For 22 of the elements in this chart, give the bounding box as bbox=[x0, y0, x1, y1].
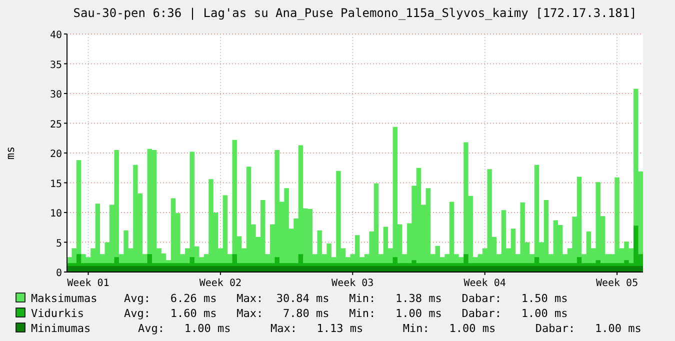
x-tick-label: Week 01 bbox=[67, 278, 110, 289]
y-tick-label: 0 bbox=[56, 268, 62, 279]
y-tick-label: 5 bbox=[56, 238, 62, 250]
y-tick-label: 35 bbox=[50, 60, 62, 71]
text: Avg: 6.26 ms Max: 30.84 ms Min: 1.38 ms Dabar: 1.50 ms bbox=[124, 292, 568, 305]
chart-title: Sau-30-pen 6:36 | Lag'as su Ana_Puse Palemono_115a_Slyvos_kaimy [172.17.3.181] bbox=[73, 6, 637, 20]
y-tick-label: 10 bbox=[50, 208, 62, 220]
x-tick-label: Week 04 bbox=[464, 278, 506, 289]
x-tick-label: Week 03 bbox=[332, 278, 374, 289]
x-tick-label: Week 02 bbox=[199, 278, 242, 289]
legend-label: Vidurkis bbox=[31, 307, 84, 320]
x-tick-label: Week 05 bbox=[596, 278, 638, 289]
y-tick-label: 40 bbox=[50, 30, 62, 41]
y-tick-label: 15 bbox=[50, 178, 62, 190]
y-tick-label: 25 bbox=[50, 119, 62, 130]
y-tick-label: 20 bbox=[50, 149, 62, 160]
legend-label: Maksimumas bbox=[31, 292, 98, 305]
text: Avg: 1.00 ms Max: 1.13 ms Min: 1.00 ms Dabar: 1.00 ms bbox=[138, 322, 642, 335]
y-tick-label: 30 bbox=[50, 90, 62, 100]
legend-label: Minimumas bbox=[31, 322, 91, 335]
y-axis-title: ms bbox=[4, 146, 17, 160]
text: Avg: 1.60 ms Max: 7.80 ms Min: 1.00 ms Dabar: 1.00 ms bbox=[124, 307, 568, 320]
